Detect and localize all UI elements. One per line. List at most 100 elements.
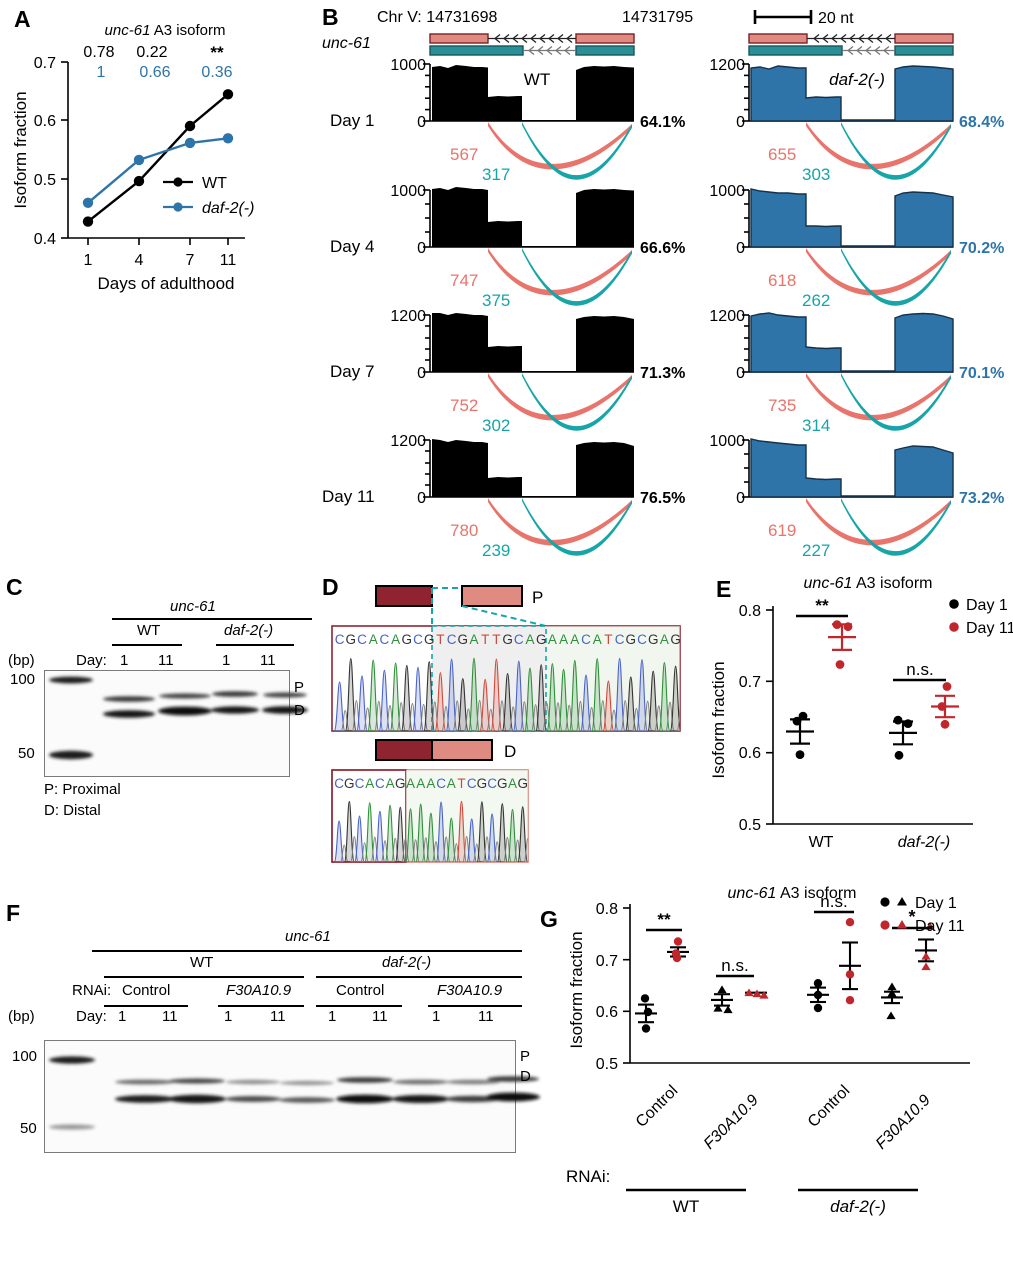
panel-a-line-wt: [87, 93, 229, 223]
svg-text:0: 0: [417, 114, 426, 131]
panel-a-xlabel: Days of adulthood: [97, 274, 234, 293]
sequence-base: G: [344, 776, 355, 791]
panel-e-ytick-1: 0.6: [739, 745, 761, 762]
sequence-base: C: [467, 776, 477, 791]
panel-a-line-daf2: [87, 137, 229, 204]
panel-b-prox-daf2-day4: 618: [768, 271, 796, 290]
sequence-base: G: [402, 632, 413, 647]
panel-f-day-label: Day:: [76, 1008, 107, 1025]
panel-f-rule-f30-wt: [218, 1005, 304, 1007]
panel-b-row-label-day4: Day 4: [330, 237, 374, 256]
chromatogram-peak: [407, 703, 418, 731]
svg-text:1200: 1200: [390, 308, 426, 325]
chromatogram-peak: [472, 843, 482, 862]
chromatogram-peak: [411, 839, 420, 862]
sequence-base: G: [497, 776, 508, 791]
svg-text:0: 0: [736, 240, 745, 257]
chromatogram-peak: [354, 815, 365, 862]
panel-c-band-d: D: [294, 702, 305, 719]
chromatogram-peak: [613, 657, 626, 731]
chromatogram-peak: [401, 838, 410, 862]
panel-c-legend-d: D: Distal: [44, 802, 101, 819]
chromatogram-peak: [396, 702, 406, 731]
panel-label-f: F: [6, 900, 21, 926]
sequence-base: G: [502, 632, 513, 647]
chromatogram-peak: [356, 675, 368, 731]
chromatogram-peak: [486, 708, 496, 731]
panel-g-sig-1-label: **: [657, 910, 671, 929]
panel-b-percent-daf2-day1: 68.4%: [959, 114, 1004, 131]
panel-a-chart: unc-61 A3 isoform 0.78 0.22 ** 1 0.66 0.…: [0, 0, 320, 300]
panel-b-chr-left: Chr V: 14731698: [377, 9, 497, 26]
panel-g-xtick-0: Control: [633, 1082, 681, 1130]
sequence-base: T: [604, 632, 612, 647]
panel-e-xtick-wt: WT: [809, 834, 834, 851]
chromatogram-peak: [479, 678, 492, 731]
panel-e-sig-wt-label: **: [815, 596, 829, 615]
panel-g-group-wt-f30-day11: [744, 988, 769, 999]
panel-c-rule-daf2: [216, 644, 294, 646]
panel-e-group-wt-day11: [828, 620, 856, 669]
chromatogram-peak: [385, 705, 395, 731]
chromatogram-peak: [512, 660, 525, 731]
panel-e-xtick-daf2: daf-2(-): [898, 834, 950, 851]
panel-b-row-label-day1: Day 1: [330, 111, 374, 130]
chromatogram-peak: [665, 701, 675, 731]
panel-g-group-daf2-f30-day11: [915, 922, 937, 971]
panel-b-dist-daf2-day1: 303: [802, 165, 830, 184]
panel-b-dist-wt-day7: 302: [482, 416, 510, 435]
chromatogram-peak: [333, 681, 346, 731]
panel-e-legend-day11: Day 11: [966, 620, 1013, 637]
sequence-base: G: [648, 632, 659, 647]
panel-f-bp-label: (bp): [8, 1008, 35, 1025]
panel-b-dist-wt-day11: 239: [482, 541, 510, 560]
chromatogram-peak: [669, 665, 680, 731]
panel-d-tag-d: D: [504, 742, 516, 761]
svg-text:1000: 1000: [390, 57, 426, 74]
panel-g-legend: Day 1 Day 11: [880, 895, 965, 935]
chromatogram-peak: [508, 706, 518, 731]
chromatogram-peak: [384, 804, 396, 862]
svg-text:0: 0: [736, 490, 745, 507]
panel-g-group-wt-f30-day1: [711, 985, 733, 1014]
panel-b-gene-model-daf2: [748, 33, 954, 56]
panel-a-legend-daf2: daf-2(-): [202, 200, 254, 217]
panel-c-band-p: P: [294, 679, 305, 696]
chromatogram-peak: [468, 657, 480, 731]
panel-g-group-daf2-control-day11: [839, 918, 861, 1005]
chromatogram-peak: [445, 817, 457, 862]
sequence-base: C: [357, 632, 367, 647]
panel-b-prox-wt-day1: 567: [450, 145, 478, 164]
panel-a-pvalue-wt-1: 0.78: [83, 44, 114, 61]
chromatogram-peak: [654, 705, 664, 731]
panel-g-ytick-1: 0.6: [596, 1004, 618, 1021]
panel-c-group-daf2: daf-2(-): [224, 622, 274, 639]
panel-a-ytick-0: 0.4: [34, 231, 56, 248]
sequence-base: A: [525, 632, 534, 647]
sequence-base: G: [536, 632, 547, 647]
panel-g-sig-3-label: n.s.: [820, 892, 847, 911]
panel-b-dist-daf2-day7: 314: [802, 416, 830, 435]
panel-e-legend-day1: Day 1: [966, 597, 1008, 614]
chromatogram-peak: [568, 659, 581, 731]
chromatogram-peak: [360, 842, 369, 862]
chromatogram-peak: [400, 664, 413, 731]
panel-e-sig-daf2: n.s.: [893, 660, 946, 682]
svg-text:0: 0: [417, 490, 426, 507]
panel-label-e: E: [716, 576, 732, 602]
panel-b-coltitle-daf2: daf-2(-): [829, 70, 885, 89]
panel-e-sig-daf2-label: n.s.: [906, 660, 933, 679]
panel-b-dist-wt-day4: 375: [482, 291, 510, 310]
panel-f-rule-ctrl-daf2: [316, 1005, 402, 1007]
panel-e-group-wt-day1: [786, 711, 814, 759]
panel-f-band-d: D: [520, 1068, 531, 1085]
panel-c-day-1b: 1: [222, 652, 231, 669]
chromatogram-peak: [557, 668, 570, 731]
panel-b-row-label-day7: Day 7: [330, 362, 374, 381]
chromatogram-peak: [602, 680, 615, 731]
panel-a-ytick-2: 0.6: [34, 113, 56, 130]
panel-g-group-daf2: daf-2(-): [830, 1197, 886, 1216]
sequence-base: A: [660, 632, 669, 647]
